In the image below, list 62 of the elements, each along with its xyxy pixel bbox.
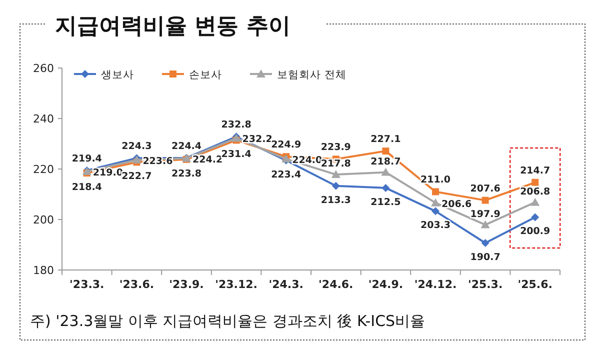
x-tick-label: '24.6.: [318, 278, 354, 291]
y-tick-label: 220: [33, 163, 54, 176]
legend-label: 손보사: [189, 69, 222, 81]
data-label: 190.7: [470, 252, 500, 263]
data-label: 218.4: [72, 182, 102, 194]
data-label: 223.9: [320, 142, 351, 154]
y-tick-label: 240: [33, 112, 54, 126]
legend-label: 생보사: [101, 69, 134, 81]
data-label: 224.3: [122, 141, 152, 152]
data-label: 223.4: [271, 169, 302, 180]
x-tick-label: '24.12.: [414, 278, 457, 291]
point: [532, 178, 539, 186]
point: [480, 220, 490, 228]
point: [332, 182, 340, 190]
data-label: 213.3: [320, 194, 351, 206]
data-label: 203.3: [420, 220, 451, 232]
y-tick-label: 200: [33, 214, 54, 226]
point: [382, 148, 390, 155]
point: [331, 170, 340, 178]
point: [530, 198, 540, 206]
data-label: 200.9: [520, 226, 550, 238]
data-label: 224.4: [171, 140, 202, 152]
y-tick-label: 180: [33, 264, 54, 277]
point: [432, 207, 440, 216]
data-label: 232.8: [221, 120, 252, 131]
point: [482, 196, 489, 204]
x-tick-label: '25.6.: [518, 278, 552, 291]
point: [432, 188, 439, 196]
data-label: 206.6: [442, 198, 472, 210]
data-label: 224.2: [192, 154, 223, 166]
point: [431, 198, 440, 206]
x-tick-label: '23.3.: [70, 278, 104, 291]
x-tick-label: '23.6.: [119, 278, 154, 291]
data-label: 227.1: [370, 134, 401, 146]
data-label: 217.8: [320, 158, 352, 170]
data-label: 214.7: [520, 165, 550, 176]
data-label: 224.0: [292, 154, 323, 166]
data-label: 222.7: [122, 171, 152, 182]
chart-title: 지급여력비율 변동 추이: [55, 14, 290, 39]
text: 주) '23.3월말 이후 지급여력비율은 경과조치 後 K-ICS비율: [30, 312, 426, 330]
x-tick-label: '23.12.: [215, 278, 258, 291]
data-label: 207.6: [470, 183, 501, 194]
legend-label: 보험회사 전체: [277, 69, 346, 81]
point: [382, 184, 390, 192]
x-tick-label: '24.3.: [268, 278, 304, 291]
point: [531, 213, 540, 222]
data-label: 219.4: [72, 154, 102, 165]
data-label: 206.8: [520, 186, 551, 198]
data-label: 223.8: [171, 168, 202, 180]
x-tick-label: '23.9.: [169, 278, 204, 291]
point: [381, 168, 390, 176]
data-label: 212.5: [370, 196, 401, 208]
x-tick-label: '25.3.: [468, 278, 503, 291]
data-label: 211.0: [420, 174, 451, 186]
data-label: 232.2: [242, 134, 272, 146]
data-label: 197.9: [470, 208, 500, 220]
data-label: 231.4: [221, 149, 252, 160]
y-tick-label: 260: [33, 62, 54, 75]
x-tick-label: '24.9.: [368, 278, 404, 291]
data-label: 219.0: [92, 168, 124, 179]
point: [481, 238, 490, 247]
data-label: 224.9: [271, 140, 302, 151]
